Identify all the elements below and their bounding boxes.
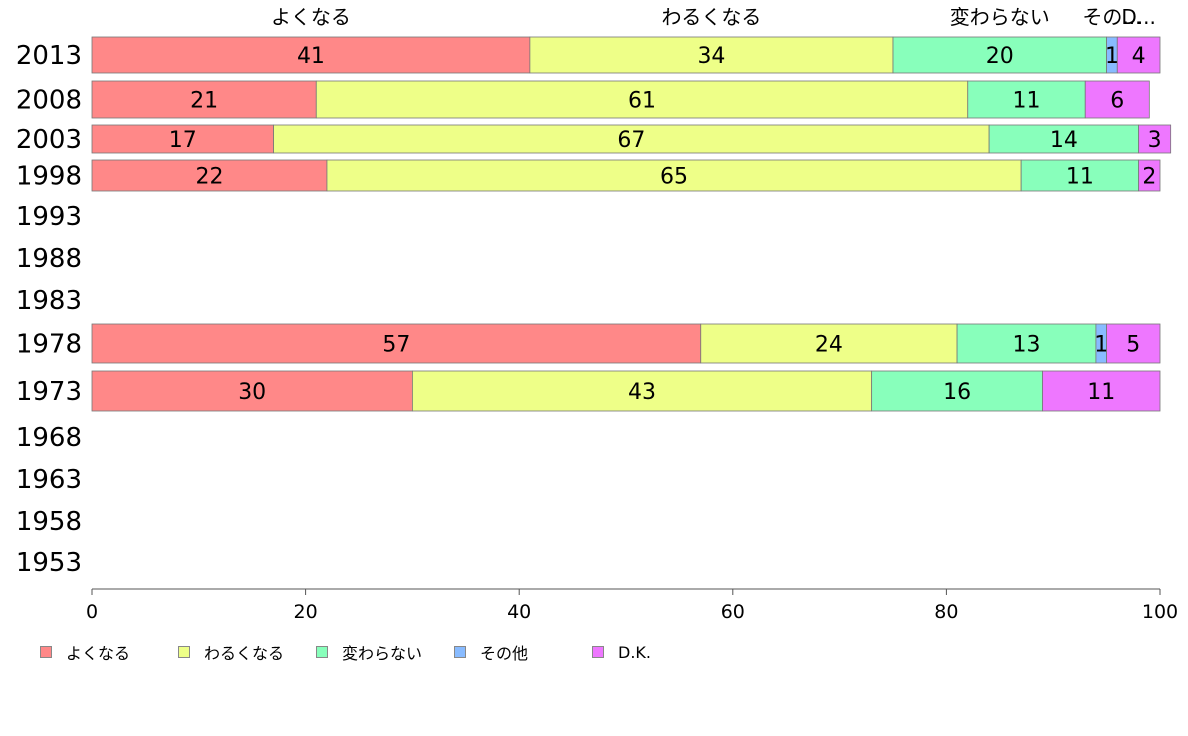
bar-segment: [1138, 124, 1172, 154]
bar-segment: [91, 370, 413, 412]
x-tick-label: 0: [86, 601, 98, 623]
bar-segment: [956, 323, 1097, 364]
legend-item: D.K.: [592, 640, 730, 664]
data-label: 20: [986, 44, 1014, 69]
top-series-label: わるくなる: [661, 5, 761, 29]
bar-segment: [1042, 370, 1161, 412]
legend-item: わるくなる: [178, 640, 316, 664]
x-tick-label: 80: [934, 601, 958, 623]
data-label: 4: [1132, 44, 1146, 69]
data-label: 24: [815, 333, 843, 358]
data-label: 5: [1126, 333, 1140, 358]
legend: よくなる わるくなる 変わらない その他 D.K.: [40, 640, 730, 664]
data-label: 6: [1110, 89, 1124, 114]
data-label: 1: [1105, 44, 1119, 69]
y-tick-label: 1983: [16, 286, 82, 316]
y-tick-label: 1988: [16, 244, 82, 274]
legend-swatch: [178, 646, 190, 658]
bar-segment: [411, 370, 873, 412]
top-series-label: よくなる: [271, 5, 351, 29]
x-tick-label: 60: [721, 601, 745, 623]
y-tick-label: 1973: [16, 377, 82, 407]
data-label: 16: [943, 380, 971, 405]
data-label: 3: [1148, 128, 1162, 153]
data-label: 61: [628, 89, 656, 114]
data-label: 57: [382, 333, 410, 358]
data-label: 43: [628, 380, 656, 405]
legend-swatch: [454, 646, 466, 658]
data-label: 11: [1013, 89, 1041, 114]
y-tick-label: 2013: [16, 41, 82, 71]
legend-label: D.K.: [618, 642, 651, 662]
bar-segment: [91, 124, 274, 154]
top-series-label: D...: [1121, 5, 1155, 29]
bar-segment: [273, 124, 990, 154]
y-tick-label: 1958: [16, 507, 82, 537]
bar-segment: [315, 80, 969, 119]
data-label: 65: [660, 165, 688, 190]
y-tick-label: 1953: [16, 548, 82, 578]
legend-item: その他: [454, 640, 592, 664]
y-tick-label: 1978: [16, 330, 82, 360]
legend-label: 変わらない: [342, 644, 423, 663]
legend-swatch: [316, 646, 328, 658]
bar-segment: [1138, 159, 1161, 192]
bar-segment: [91, 80, 317, 119]
y-tick-label: 1998: [16, 162, 82, 192]
y-tick-label: 1968: [16, 423, 82, 453]
data-label: 30: [238, 380, 266, 405]
bar-segment: [91, 36, 531, 74]
y-tick-label: 1963: [16, 465, 82, 495]
bar-segment: [871, 370, 1043, 412]
legend-item: 変わらない: [316, 640, 454, 664]
bar-segment: [529, 36, 894, 74]
bar-segment: [967, 80, 1086, 119]
data-label: 1: [1094, 333, 1108, 358]
bar-segment: [988, 124, 1140, 154]
data-label: 34: [697, 44, 725, 69]
bar-segment: [326, 159, 1022, 192]
x-tick-label: 40: [507, 601, 531, 623]
data-label: 67: [617, 128, 645, 153]
x-tick-label: 100: [1142, 601, 1178, 623]
bar-segment: [1020, 159, 1140, 192]
data-label: 11: [1087, 380, 1115, 405]
y-tick-label: 2003: [16, 125, 82, 155]
bar-segment: [1084, 80, 1150, 119]
data-label: 2: [1142, 165, 1156, 190]
bar-segment: [1106, 323, 1161, 364]
data-label: 13: [1013, 333, 1041, 358]
y-tick-label: 1993: [16, 202, 82, 232]
legend-swatch: [592, 646, 604, 658]
bar-segment: [1116, 36, 1161, 74]
legend-label: その他: [480, 644, 529, 663]
top-series-label: その...: [1082, 5, 1141, 29]
data-label: 17: [169, 128, 197, 153]
data-label: 11: [1066, 165, 1094, 190]
legend-item: よくなる: [40, 640, 178, 664]
data-label: 22: [195, 165, 223, 190]
legend-label: よくなる: [66, 644, 131, 663]
bar-segment: [892, 36, 1108, 74]
legend-swatch: [40, 646, 52, 658]
y-tick-label: 2008: [16, 86, 82, 116]
x-tick-label: 20: [294, 601, 318, 623]
bar-segment: [91, 323, 702, 364]
data-label: 21: [190, 89, 218, 114]
legend-label: わるくなる: [204, 644, 285, 663]
top-series-label: 変わらない: [950, 5, 1050, 29]
data-label: 14: [1050, 128, 1078, 153]
bar-segment: [700, 323, 958, 364]
data-label: 41: [297, 44, 325, 69]
bar-segment: [91, 159, 328, 192]
